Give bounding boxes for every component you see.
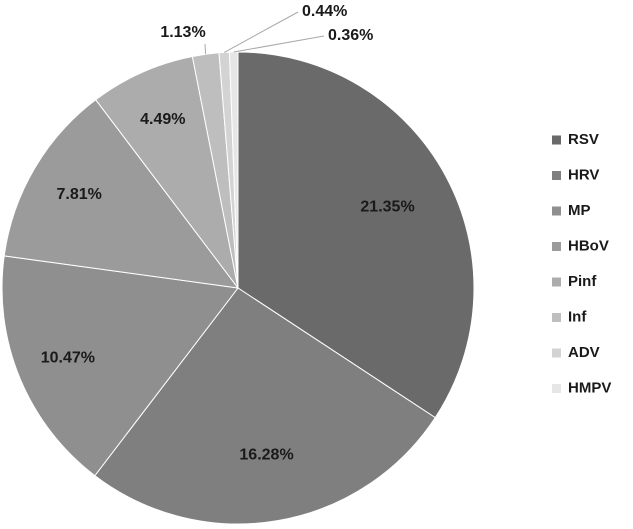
legend-label-hbov: HBoV bbox=[568, 237, 609, 254]
legend-swatch-rsv bbox=[552, 135, 561, 145]
slice-label-pinf: 4.49% bbox=[140, 111, 185, 128]
slice-label-mp: 10.47% bbox=[41, 349, 95, 366]
pie-slices bbox=[1, 51, 475, 525]
legend-swatch-adv bbox=[552, 348, 561, 358]
leader-line-adv bbox=[223, 11, 299, 53]
slice-hrv bbox=[94, 287, 436, 525]
slice-label-rsv: 21.35% bbox=[360, 199, 414, 216]
slice-label-hmpv: 0.36% bbox=[328, 27, 373, 44]
legend-swatch-hmpv bbox=[552, 384, 561, 393]
slice-label-inf: 1.13% bbox=[160, 24, 205, 41]
slice-hbov bbox=[3, 99, 240, 289]
leader-line-hmpv bbox=[233, 35, 325, 53]
leader-lines bbox=[204, 11, 325, 55]
legend-swatch-pinf bbox=[552, 277, 561, 287]
legend-label-hrv: HRV bbox=[568, 166, 599, 183]
legend-label-rsv: RSV bbox=[568, 131, 599, 148]
legend-swatch-hbov bbox=[552, 242, 561, 251]
legend: RSV HRV MP HBoV Pinf Inf ADV HMPV bbox=[552, 131, 611, 396]
slice-label-hrv: 16.28% bbox=[239, 447, 293, 464]
slice-mp bbox=[1, 255, 239, 477]
legend-label-adv: ADV bbox=[568, 344, 600, 361]
legend-label-mp: MP bbox=[568, 202, 591, 219]
slice-hmpv bbox=[228, 51, 239, 289]
legend-swatch-hrv bbox=[552, 171, 561, 180]
legend-swatch-inf bbox=[552, 313, 561, 322]
slice-labels: 21.35% 16.28% 10.47% 7.81% 4.49% 1.13% 0.44% 0.… bbox=[41, 3, 415, 464]
slice-label-hbov: 7.81% bbox=[56, 186, 101, 203]
slice-label-adv: 0.44% bbox=[302, 3, 347, 20]
legend-swatch-mp bbox=[552, 206, 561, 216]
legend-label-inf: Inf bbox=[568, 308, 587, 325]
leader-line-inf bbox=[204, 43, 207, 55]
legend-label-pinf: Pinf bbox=[568, 273, 597, 290]
slice-pinf bbox=[95, 55, 239, 289]
legend-label-hmpv: HMPV bbox=[568, 379, 611, 396]
